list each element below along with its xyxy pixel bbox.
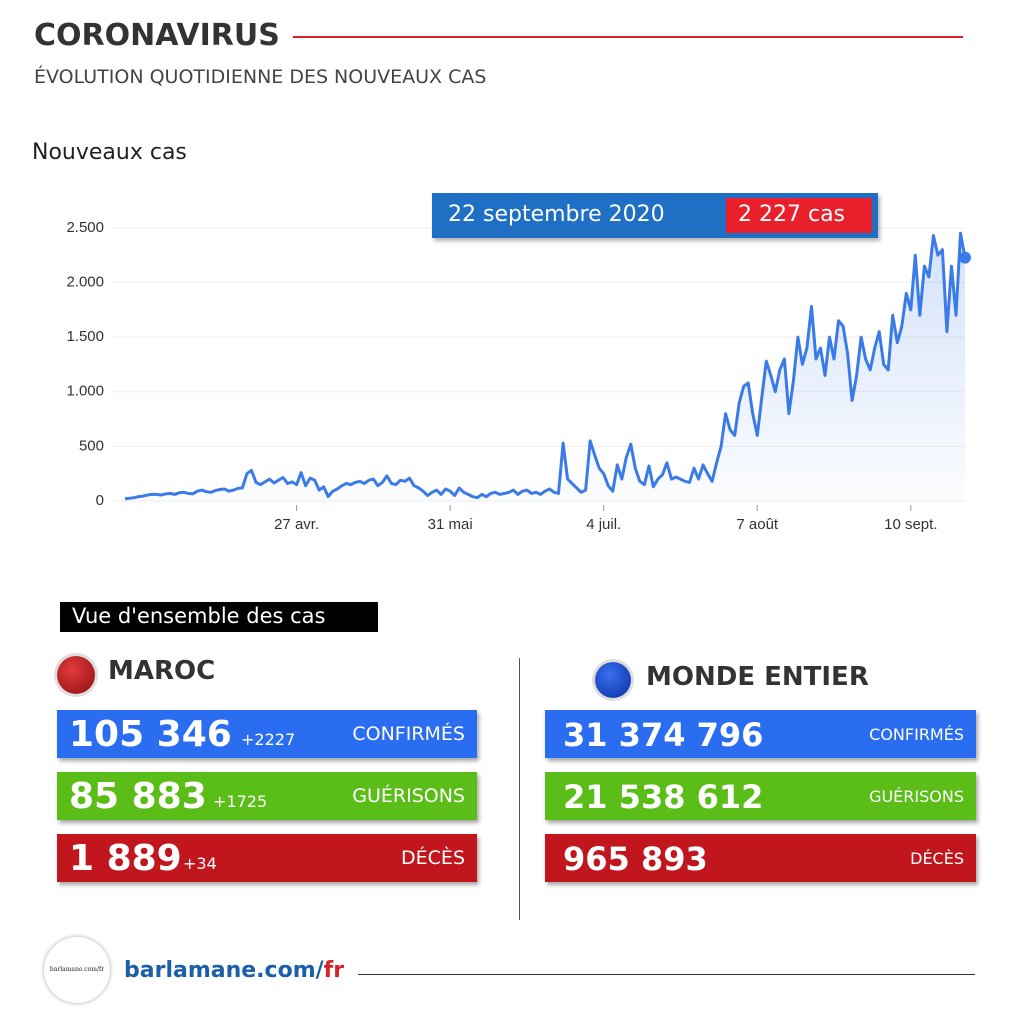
line — [124, 231, 967, 501]
maroc-name: MAROC — [108, 656, 216, 686]
stat-label: DÉCÈS — [910, 849, 964, 868]
stat-label: DÉCÈS — [401, 847, 465, 869]
stat-label: CONFIRMÉS — [869, 725, 964, 744]
stat-row: 965 893 DÉCÈS — [545, 834, 976, 882]
stat-value: 31 374 796 — [563, 716, 764, 754]
x-tick-label: 4 juil. — [586, 516, 621, 533]
stat-row: 105 346 +2227 CONFIRMÉS — [57, 710, 477, 758]
subtitle: ÉVOLUTION QUOTIDIENNE DES NOUVEAUX CAS — [34, 66, 487, 88]
x-tick-label: 31 mai — [428, 516, 473, 533]
title: CORONAVIRUS — [34, 18, 280, 53]
x-tick-label: 7 août — [736, 516, 779, 533]
stat-value: 965 893 — [563, 840, 708, 878]
last-point — [959, 251, 971, 264]
stat-delta: +1725 — [213, 792, 268, 811]
stat-value: 1 889 — [69, 838, 182, 879]
y-tick-label: 2.000 — [66, 273, 104, 290]
overview-title: Vue d'ensemble des cas — [60, 602, 378, 632]
stat-value: 21 538 612 — [563, 778, 764, 816]
tooltip-date: 22 septembre 2020 — [448, 202, 665, 227]
stat-value: 105 346 — [69, 714, 232, 755]
stat-label: CONFIRMÉS — [352, 723, 465, 745]
x-tick-label: 10 sept. — [884, 516, 937, 533]
maroc-flag — [57, 656, 95, 694]
monde-name: MONDE ENTIER — [646, 662, 869, 692]
stat-delta: +2227 — [241, 730, 296, 749]
chart: 0 500 1.000 1.500 2.000 2.500 27 avr. 31 mai 4 j… — [66, 219, 971, 533]
y-tick-label: 1.000 — [66, 383, 104, 400]
monde-globe — [595, 662, 631, 698]
y-tick-label: 500 — [79, 437, 104, 454]
stat-row: 31 374 796 CONFIRMÉS — [545, 710, 976, 758]
title-rule — [293, 36, 963, 38]
divider — [519, 658, 520, 920]
stat-row: 1 889 +34 DÉCÈS — [57, 834, 477, 882]
stat-value: 85 883 — [69, 776, 207, 817]
stat-row: 21 538 612 GUÉRISONS — [545, 772, 976, 820]
stat-label: GUÉRISONS — [352, 785, 465, 807]
y-tick-label: 2.500 — [66, 219, 104, 236]
stat-label: GUÉRISONS — [869, 787, 964, 806]
logo: barlamane.com/fr — [44, 937, 110, 1003]
tooltip-value-box: 2 227 cas — [726, 198, 872, 233]
area — [125, 233, 965, 502]
tooltip: 22 septembre 2020 2 227 cas — [432, 193, 878, 238]
y-axis-label: Nouveaux cas — [32, 140, 187, 165]
y-tick-label: 1.500 — [66, 328, 104, 345]
logo-text: barlamane.com/fr — [49, 966, 105, 973]
overview-title-text: Vue d'ensemble des cas — [72, 604, 326, 628]
y-tick-label: 0 — [96, 492, 104, 509]
stat-row: 85 883 +1725 GUÉRISONS — [57, 772, 477, 820]
site-suffix: fr — [323, 958, 345, 983]
x-tick-label: 27 avr. — [274, 516, 319, 533]
tooltip-value: 2 227 cas — [738, 202, 846, 227]
site-main: barlamane.com/ — [124, 958, 324, 983]
footer-rule — [358, 974, 975, 975]
site: barlamane.com/fr — [124, 958, 344, 983]
stat-delta: +34 — [183, 854, 217, 873]
